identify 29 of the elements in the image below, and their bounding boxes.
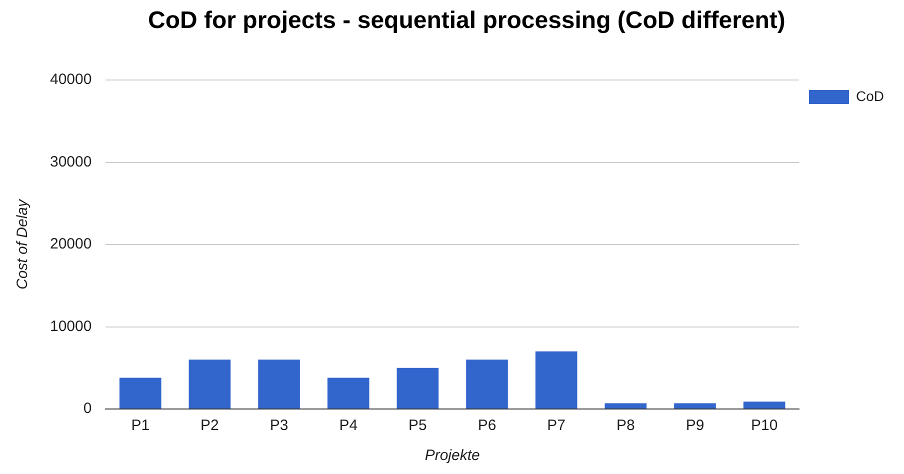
x-tick-label: P1 [131, 417, 150, 434]
bar [535, 351, 578, 408]
bar [327, 378, 370, 408]
x-tick-label: P2 [200, 417, 219, 434]
y-axis-title: Cost of Delay [14, 198, 32, 290]
bar [674, 403, 716, 408]
bar [396, 368, 439, 408]
bar [743, 402, 786, 408]
x-tick-label: P8 [616, 417, 635, 434]
x-tick-label: P10 [750, 417, 778, 434]
y-tick-label: 0 [83, 400, 92, 418]
x-tick-label: P6 [478, 417, 496, 434]
y-tick-label: 20000 [50, 236, 92, 253]
y-tick-label: 10000 [50, 318, 92, 335]
chart-title: CoD for projects - sequential processing (CoD different) [148, 6, 786, 36]
x-axis-title: Projekte [424, 447, 480, 464]
y-tick-label: 30000 [50, 153, 92, 170]
x-tick-label: P3 [270, 417, 288, 434]
x-tick-label: P7 [547, 417, 566, 434]
bar [604, 403, 647, 408]
bar [466, 360, 508, 408]
bar [188, 360, 231, 408]
x-tick-label: P5 [408, 417, 427, 434]
bar [119, 378, 162, 408]
y-tick-label: 40000 [50, 71, 92, 88]
x-tick-label: P9 [686, 417, 704, 434]
legend-label: CoD [856, 88, 884, 104]
bar [258, 360, 300, 408]
x-tick-label: P4 [339, 417, 358, 434]
